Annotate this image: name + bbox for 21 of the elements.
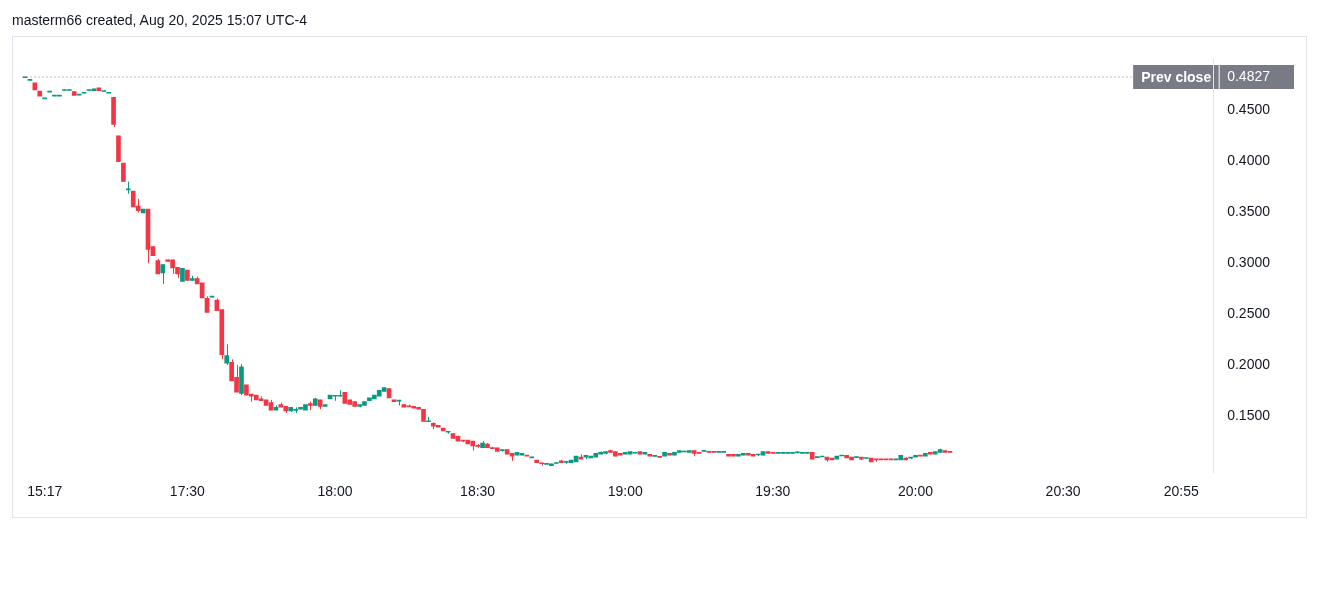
x-tick-label: 18:30	[460, 483, 496, 500]
x-tick-label: 19:00	[607, 483, 643, 500]
x-tick-label: 20:30	[1045, 483, 1081, 500]
ref-line-label: Prev close	[1141, 68, 1212, 85]
candlestick	[160, 263, 166, 285]
y-tick-label: 0.2000	[1227, 356, 1271, 373]
x-tick-label: 15:17	[27, 483, 63, 500]
x-tick-label: 20:55	[1163, 483, 1199, 500]
candlestick	[224, 343, 230, 366]
x-tick-label: 17:30	[169, 483, 206, 500]
x-tick-label: 18:00	[317, 483, 353, 500]
y-tick-label: 0.1500	[1227, 407, 1271, 423]
y-tick-label: 0.4000	[1227, 152, 1271, 169]
y-tick-label: 0.3500	[1227, 203, 1271, 220]
x-tick-label: 20:00	[898, 483, 934, 500]
chart-title: masterm66 created, Aug 20, 2025 15:07 UTC-4	[12, 11, 308, 30]
y-tick-label: 0.2500	[1227, 305, 1271, 322]
y-tick-label: 0.4500	[1227, 101, 1271, 118]
y-tick-label: 0.4827	[1227, 67, 1271, 84]
y-tick-label: 0.3000	[1227, 254, 1271, 271]
x-tick-label: 19:30	[755, 483, 791, 500]
